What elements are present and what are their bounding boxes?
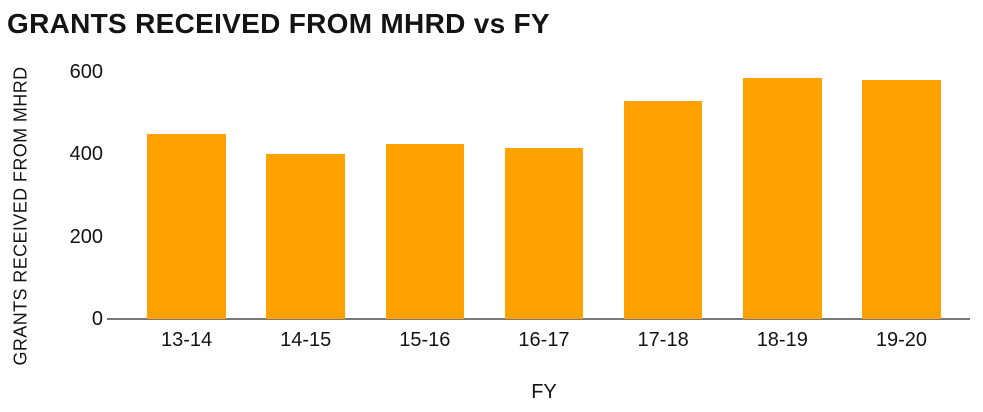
y-tick-label-400: 400 — [69, 143, 103, 166]
x-axis-line — [107, 318, 970, 320]
bar-slot-19-20 — [842, 72, 961, 319]
x-axis-title: FY — [531, 381, 557, 403]
x-tick-label-18-19: 18-19 — [756, 329, 808, 351]
bar-13-14[interactable] — [147, 133, 226, 319]
y-axis-title: GRANTS RECEIVED FROM MHRD — [10, 66, 31, 366]
x-tick-label-17-18: 17-18 — [637, 329, 689, 351]
bar-17-18[interactable] — [623, 100, 703, 319]
bar-19-20[interactable] — [862, 80, 941, 319]
bar-slot-13-14 — [127, 72, 246, 319]
x-tick-label-15-16: 15-16 — [399, 329, 451, 351]
plot-area — [127, 72, 961, 319]
bar-16-17[interactable] — [504, 148, 584, 319]
x-tick-label-13-14: 13-14 — [160, 329, 213, 351]
x-tick-label-16-17: 16-17 — [518, 329, 570, 351]
x-axis-tick-labels: 13-14 14-15 15-16 16-17 17-18 18-19 19-20 — [127, 329, 961, 352]
bar-slot-14-15 — [246, 72, 365, 319]
bar-slot-16-17 — [484, 72, 603, 319]
y-tick-label-0: 0 — [91, 308, 103, 330]
chart-title: GRANTS RECEIVED FROM MHRD vs FY — [7, 8, 550, 39]
bar-slot-15-16 — [365, 72, 484, 319]
x-tick-label-14-15: 14-15 — [280, 329, 332, 351]
bar-slot-18-19 — [723, 72, 842, 319]
bar-18-19[interactable] — [742, 78, 822, 319]
bar-14-15[interactable] — [266, 154, 346, 319]
y-tick-label-600: 600 — [69, 61, 103, 83]
y-tick-label-200: 200 — [69, 225, 103, 248]
x-tick-label-19-20: 19-20 — [875, 329, 927, 351]
bar-slot-17-18 — [604, 72, 723, 319]
bar-15-16[interactable] — [385, 144, 465, 319]
